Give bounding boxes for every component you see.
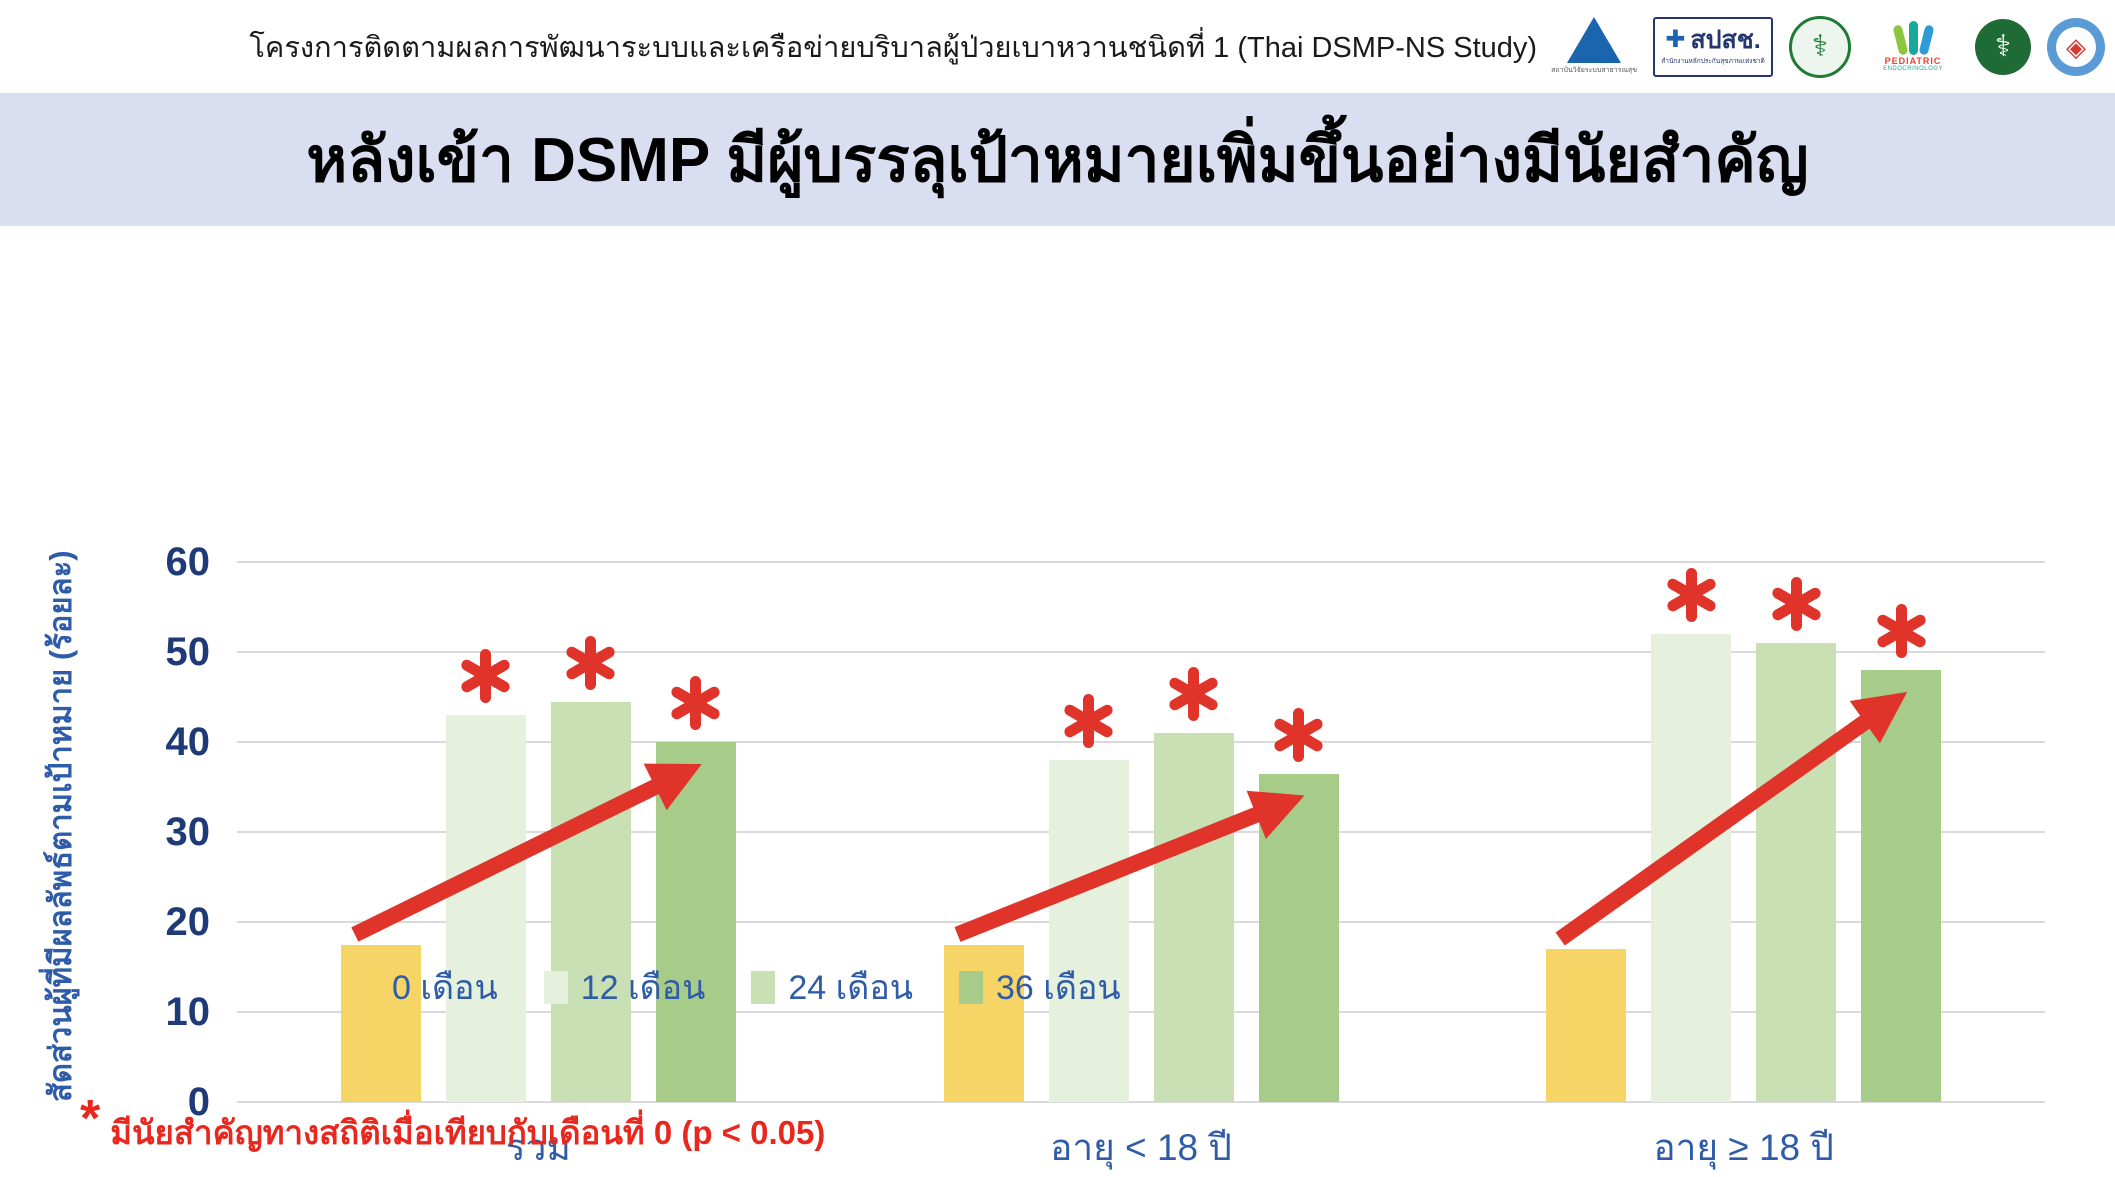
bar-อายุ < 18 ปี-36 เดือน [1258,773,1339,1102]
bar-อายุ ≥ 18 ปี-12 เดือน [1651,634,1732,1102]
bar-chart: สัดส่วนผู้ที่มีผลลัพธ์ตามเป้าหมาย (ร้อยล… [0,226,2115,1168]
gridline-10 [237,1011,2045,1013]
legend-label: 12 เดือน [580,969,706,1007]
significance-asterisk [1167,667,1221,721]
bar-อายุ < 18 ปี-0 เดือน [943,944,1024,1102]
legend-swatch [543,970,568,1004]
t1ddar-cn-logo: ◈ [2047,17,2105,76]
diamond-icon: ◈ [2066,31,2086,62]
logo-strip: สถาบันวิจัยระบบสาธารณสุข ✚ สปสช. สำนักงา… [1551,15,2115,78]
plot-area: รวม อายุ < 18 ปี อายุ ≥ 18 ปี [237,561,2045,1168]
y-tick-0: 0 [187,1080,210,1124]
pediatric-endocrinology-society-logo: PEDIATRIC ENDOCRINOLOGY [1867,21,1959,72]
gridline-50 [237,651,2045,653]
legend-item-36 เดือน: 36 เดือน [959,960,1121,1014]
pediatric-text: PEDIATRIC [1884,56,1942,66]
y-tick-10: 10 [165,990,211,1034]
significance-asterisk [1769,577,1823,631]
significance-asterisk [459,649,513,703]
legend: 0 เดือน 12 เดือน 24 เดือน 36 เดือน [355,960,1121,1014]
header-bar: โครงการติดตามผลการพัฒนาระบบและเครือข่ายบ… [0,0,2115,93]
legend-swatch [355,970,379,1004]
bar-รวม-12 เดือน [445,715,526,1102]
y-tick-30: 30 [165,810,211,854]
footnote: * มีนัยสำคัญทางสถิติเมื่อเทียบกับเดือนที… [80,1090,826,1159]
significance-asterisk [1874,604,1928,658]
significance-asterisk [1062,694,1116,748]
nhso-logo: ✚ สปสช. สำนักงานหลักประกันสุขภาพแห่งชาติ [1653,16,1773,77]
category-label-อายุ < 18 ปี: อายุ < 18 ปี [1050,1127,1232,1168]
ministry-of-public-health-logo: ⚕ [1975,18,2031,75]
y-tick-50: 50 [165,630,211,674]
gridline-0 [237,1101,2045,1103]
slide-title: หลังเข้า DSMP มีผู้บรรลุเป้าหมายเพิ่มขึ้… [306,125,1809,195]
legend-item-24 เดือน: 24 เดือน [751,960,913,1014]
caduceus-icon: ⚕ [1811,30,1829,63]
nhso-cross-icon: ✚ [1665,26,1686,53]
bar-อายุ < 18 ปี-24 เดือน [1153,733,1234,1102]
bar-อายุ ≥ 18 ปี-24 เดือน [1756,643,1837,1102]
legend-label: 0 เดือน [392,969,498,1007]
footnote-text: มีนัยสำคัญทางสถิติเมื่อเทียบกับเดือนที่ … [110,1114,826,1151]
legend-swatch [751,970,776,1004]
category-label-อายุ ≥ 18 ปี: อายุ ≥ 18 ปี [1653,1127,1834,1168]
significance-asterisk [1272,707,1326,762]
project-title: โครงการติดตามผลการพัฒนาระบบและเครือข่ายบ… [249,31,1538,64]
hsri-triangle-icon [1567,17,1622,63]
bar-รวม-24 เดือน [550,701,631,1102]
hsri-logo: สถาบันวิจัยระบบสาธารณสุข [1551,17,1637,76]
nhso-caption: สำนักงานหลักประกันสุขภาพแห่งชาติ [1661,57,1765,65]
medical-association-seal-logo: ⚕ [1789,15,1851,78]
jumping-figures-icon [1892,21,1934,56]
endocrinology-text: ENDOCRINOLOGY [1883,66,1943,72]
nhso-text: สปสช. [1690,25,1761,54]
gridline-60 [237,561,2045,563]
significance-asterisk [1664,568,1718,622]
y-axis-label: สัดส่วนผู้ที่มีผลลัพธ์ตามเป้าหมาย (ร้อยล… [43,550,78,1102]
title-banner: หลังเข้า DSMP มีผู้บรรลุเป้าหมายเพิ่มขึ้… [0,93,2115,226]
legend-label: 24 เดือน [788,969,913,1007]
bar-อายุ ≥ 18 ปี-36 เดือน [1861,670,1942,1102]
category-label-รวม: รวม [505,1127,571,1168]
bar-รวม-0 เดือน [340,944,421,1102]
significance-asterisk [564,635,618,690]
bar-รวม-36 เดือน [655,742,736,1102]
bar-อายุ < 18 ปี-12 เดือน [1048,760,1129,1102]
y-tick-60: 60 [165,540,211,584]
legend-label: 36 เดือน [996,969,1121,1007]
legend-swatch [959,970,983,1004]
legend-item-12 เดือน: 12 เดือน [543,960,706,1014]
legend-item-0 เดือน: 0 เดือน [355,960,498,1014]
significance-asterisk [669,676,723,730]
caduceus-icon: ⚕ [1994,30,2012,63]
bar-อายุ ≥ 18 ปี-0 เดือน [1546,949,1627,1102]
y-tick-40: 40 [165,720,211,764]
hsri-caption: สถาบันวิจัยระบบสาธารณสุข [1551,67,1637,74]
significance-asterisk: * [80,1090,101,1148]
gridline-40 [237,741,2045,743]
y-tick-20: 20 [165,900,211,944]
